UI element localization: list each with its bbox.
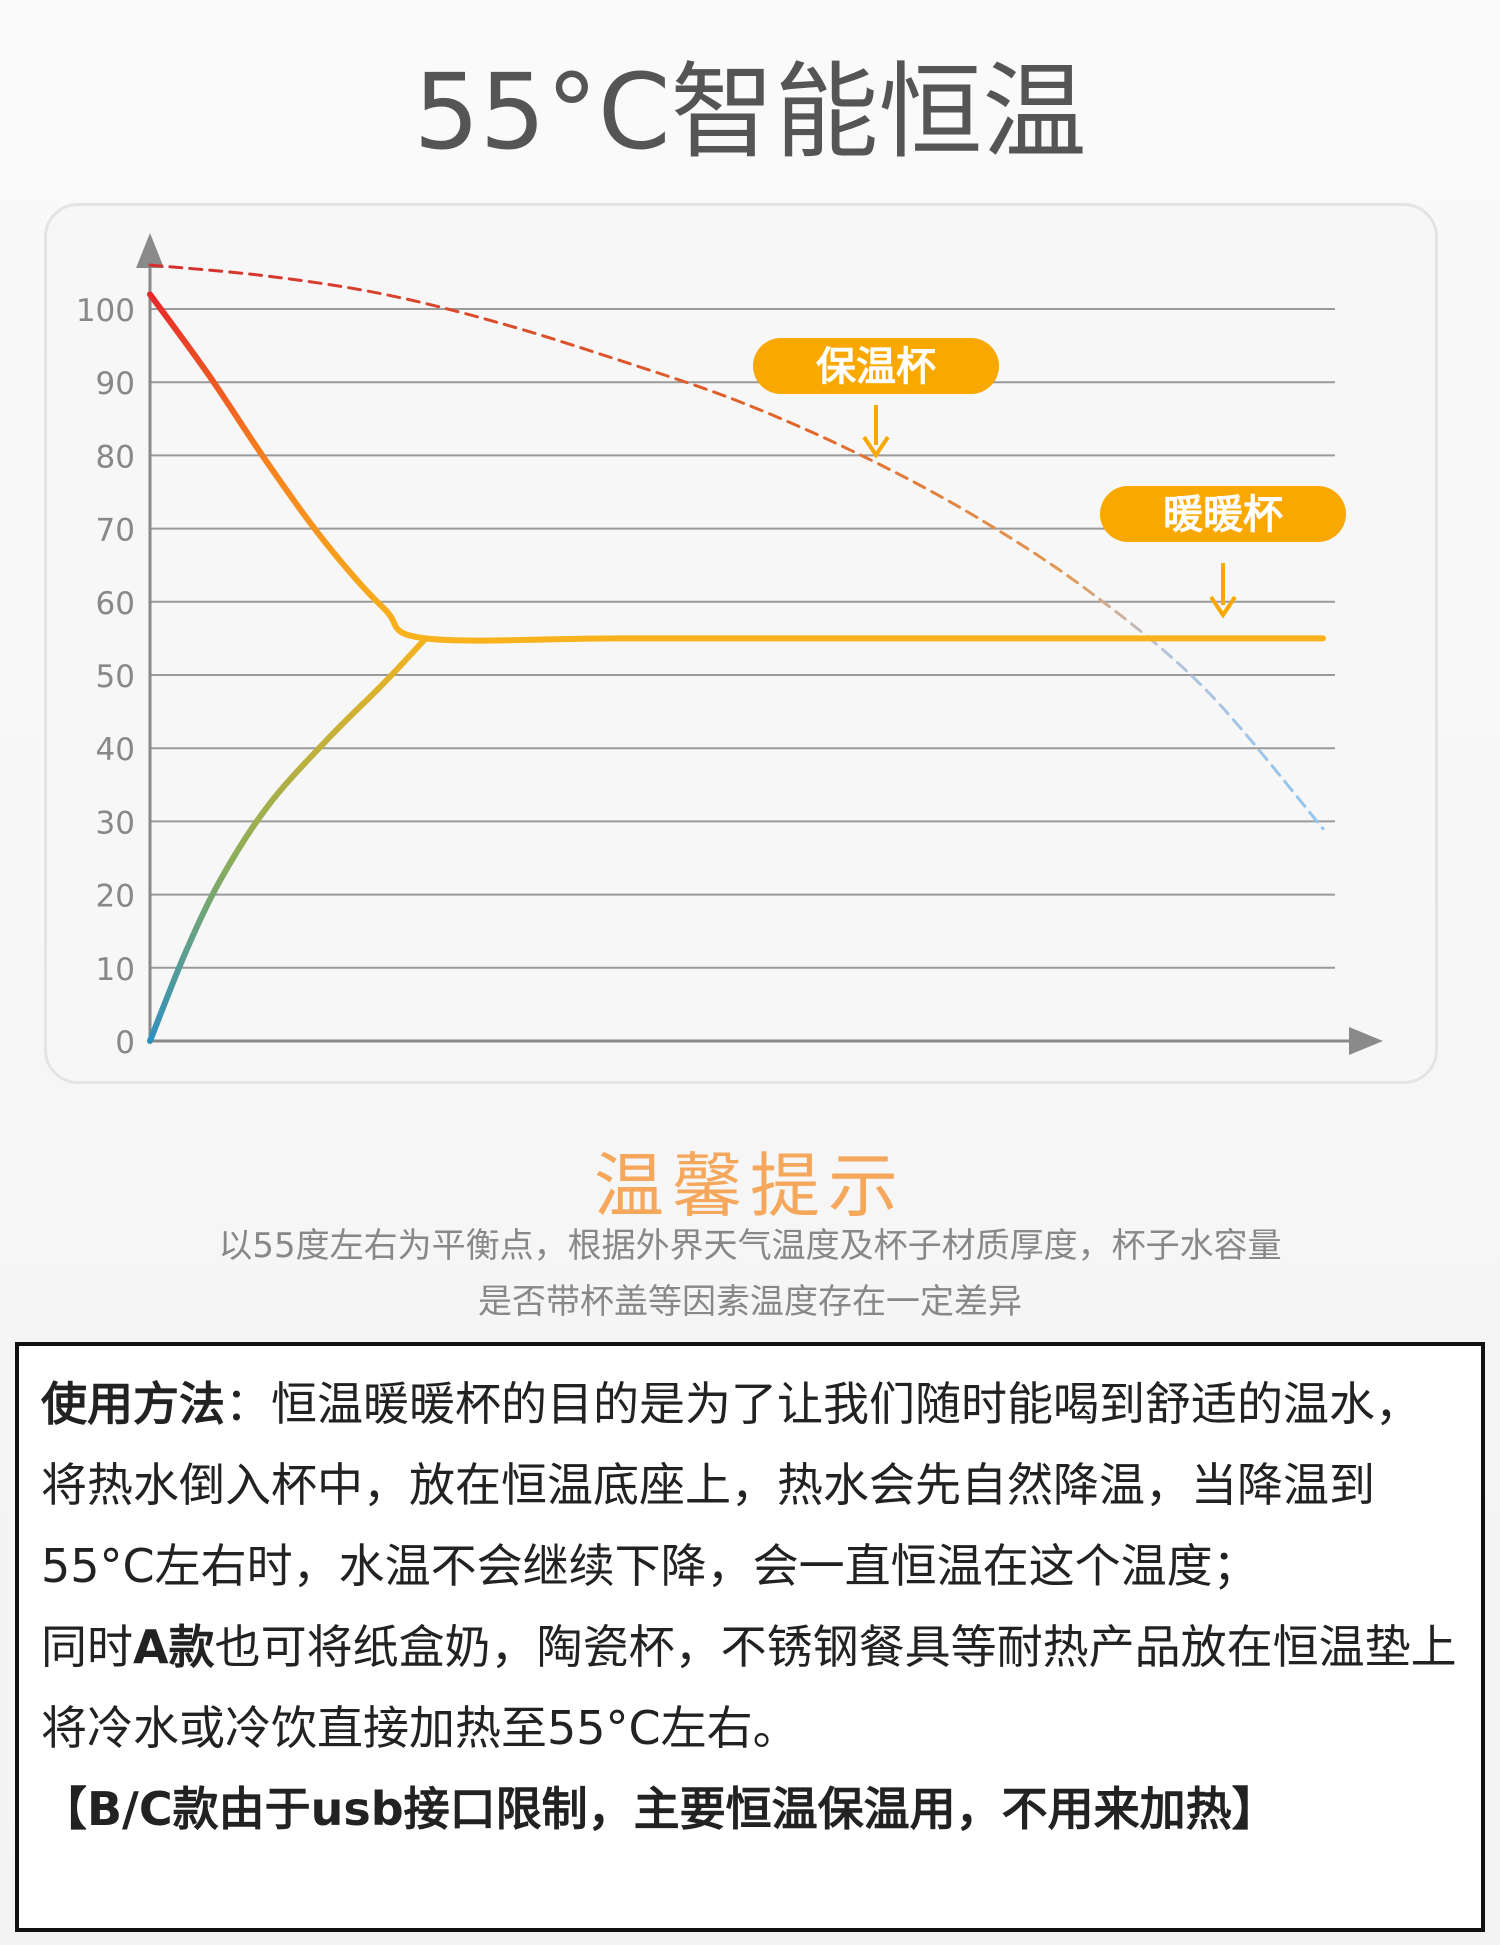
- y-tick-label-80: 80: [96, 439, 135, 475]
- y-tick-label-90: 90: [96, 366, 135, 402]
- y-axis-arrow-icon: [136, 233, 164, 268]
- usage-note: 【B/C款由于usb接口限制，主要恒温保温用，不用来加热】: [41, 1782, 1278, 1836]
- page-title: 55°C智能恒温: [413, 51, 1087, 173]
- usage-text-1: ：恒温暖暖杯的目的是为了让我们随时能喝到舒适的温水，将热水倒入杯中，放在恒温底座…: [41, 1377, 1421, 1593]
- y-tick-label-10: 10: [96, 952, 135, 988]
- y-tick-label-100: 100: [76, 293, 135, 329]
- y-tick-label-30: 30: [96, 805, 135, 841]
- annotation-label-bg-2: [1100, 486, 1346, 542]
- annotation-label-1: 保温杯: [816, 344, 936, 390]
- tips-text: 以55度左右为平衡点，根据外界天气温度及杯子材质厚度，杯子水容量 是否带杯盖等因…: [80, 1218, 1420, 1330]
- down-arrow-icon-2: [1209, 595, 1237, 619]
- tips-line-2: 是否带杯盖等因素温度存在一定差异: [478, 1282, 1022, 1322]
- tips-title: 温馨提示: [594, 1145, 906, 1227]
- y-tick-label-20: 20: [96, 879, 135, 915]
- usage-model-a: A款: [133, 1620, 215, 1674]
- series-line-2: [147, 291, 1326, 644]
- y-tick-label-50: 50: [96, 659, 135, 695]
- usage-text-2-rest: 也可将纸盒奶，陶瓷杯，不锈钢餐具等耐热产品放在恒温垫上将冷水或冷饮直接加热至55…: [41, 1620, 1457, 1755]
- usage-paragraph-1: 使用方法：恒温暖暖杯的目的是为了让我们随时能喝到舒适的温水，将热水倒入杯中，放在…: [41, 1364, 1461, 1607]
- chart-panel: 0 10 20 30 40 50 60 70 80 90 100 保温杯暖暖杯: [44, 203, 1438, 1084]
- usage-label: 使用方法: [41, 1377, 225, 1431]
- annotation-label-bg-1: [753, 338, 999, 394]
- y-tick-label-70: 70: [96, 513, 135, 549]
- annotation-label-2: 暖暖杯: [1163, 492, 1283, 538]
- usage-instructions: 使用方法：恒温暖暖杯的目的是为了让我们随时能喝到舒适的温水，将热水倒入杯中，放在…: [15, 1342, 1485, 1932]
- y-tick-label-40: 40: [96, 732, 135, 768]
- x-axis-arrow-icon: [1349, 1027, 1383, 1055]
- y-tick-label-60: 60: [96, 586, 135, 622]
- series-line-3: [147, 635, 429, 1044]
- down-arrow-icon-1: [862, 435, 890, 459]
- y-tick-label-0: 0: [115, 1025, 135, 1061]
- usage-text-2-prefix: 同时: [41, 1620, 133, 1674]
- usage-paragraph-2: 同时A款也可将纸盒奶，陶瓷杯，不锈钢餐具等耐热产品放在恒温垫上将冷水或冷饮直接加…: [41, 1607, 1461, 1769]
- tips-line-1: 以55度左右为平衡点，根据外界天气温度及杯子材质厚度，杯子水容量: [218, 1226, 1282, 1266]
